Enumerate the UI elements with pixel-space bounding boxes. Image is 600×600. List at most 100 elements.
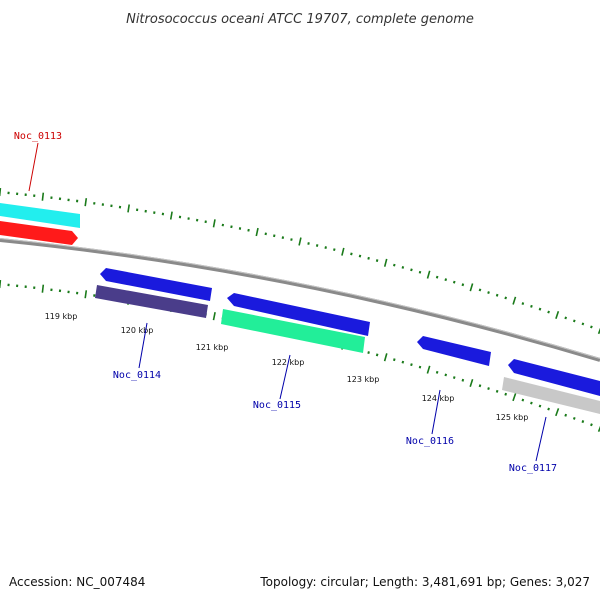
gene-arrow-noc-0116[interactable]	[417, 336, 491, 366]
gene-label-noc-0117[interactable]: Noc_0117	[509, 463, 557, 474]
minor-tick	[410, 268, 413, 272]
feature-layer	[0, 203, 600, 414]
minor-tick	[590, 423, 593, 427]
outer-tick-ring	[0, 187, 600, 335]
tick-label: 121 kbp	[196, 343, 229, 352]
minor-tick	[478, 384, 482, 388]
gene-arrow-noc-0115[interactable]	[227, 293, 370, 336]
minor-tick	[452, 376, 456, 379]
minor-tick	[435, 275, 439, 279]
gene-label-noc-0115[interactable]: Noc_0115	[253, 400, 301, 411]
gene-labels: Noc_0113 Noc_0114 Noc_0115 Noc_0116 Noc_…	[14, 131, 557, 474]
major-tick	[341, 247, 345, 256]
minor-tick	[564, 413, 568, 417]
minor-tick	[530, 304, 533, 308]
cog-bar-noc-0113[interactable]	[0, 203, 80, 228]
major-tick	[512, 393, 517, 402]
minor-tick	[487, 387, 490, 390]
minor-tick	[393, 358, 396, 362]
major-tick	[212, 312, 216, 321]
cog-bar-noc-0114[interactable]	[95, 285, 208, 318]
minor-tick	[572, 319, 576, 323]
minor-tick	[547, 310, 550, 314]
tick-label: 119 kbp	[45, 312, 78, 321]
minor-tick	[444, 278, 448, 282]
major-tick	[169, 211, 173, 220]
minor-tick	[572, 416, 576, 420]
minor-tick	[461, 283, 465, 287]
genome-summary-text: Topology: circular; Length: 3,481,691 bp…	[259, 575, 590, 589]
minor-tick	[264, 232, 267, 236]
minor-tick	[418, 365, 422, 369]
tick-label: 125 kbp	[496, 413, 529, 422]
leader-line-noc-0113	[28, 142, 39, 192]
major-tick	[84, 290, 88, 299]
gene-label-noc-0116[interactable]: Noc_0116	[406, 436, 454, 447]
minor-tick	[538, 404, 542, 408]
gene-arrow-noc-0113[interactable]	[0, 221, 78, 245]
minor-tick	[452, 280, 456, 284]
accession-text: Accession: NC_007484	[9, 575, 145, 589]
genome-backbone	[0, 238, 600, 362]
minor-tick	[521, 302, 525, 305]
minor-tick	[521, 398, 525, 402]
major-tick	[469, 378, 474, 388]
minor-tick	[418, 270, 422, 274]
major-tick	[84, 198, 88, 207]
major-tick	[555, 408, 560, 417]
minor-tick	[538, 307, 542, 311]
leader-line-noc-0116	[431, 389, 441, 435]
major-tick	[383, 258, 388, 267]
minor-tick	[461, 378, 465, 382]
minor-tick	[393, 263, 396, 267]
major-tick	[512, 296, 517, 305]
tick-label: 120 kbp	[121, 326, 154, 335]
minor-tick	[581, 322, 585, 326]
minor-tick	[564, 316, 568, 320]
major-tick	[555, 310, 560, 320]
map-title: Nitrosococcus oceani ATCC 19707, complet…	[126, 12, 474, 27]
minor-tick	[195, 218, 199, 222]
minor-tick	[478, 288, 482, 292]
major-tick	[426, 365, 431, 374]
minor-tick	[358, 254, 362, 258]
minor-tick	[281, 236, 285, 240]
cog-bar-noc-0115[interactable]	[221, 309, 365, 353]
minor-tick	[444, 373, 448, 377]
minor-tick	[221, 223, 225, 227]
minor-tick	[307, 242, 310, 245]
major-tick	[127, 204, 130, 213]
minor-tick	[401, 360, 405, 364]
major-tick	[597, 327, 600, 335]
minor-tick	[230, 225, 233, 229]
major-tick	[41, 284, 45, 293]
minor-tick	[590, 325, 593, 329]
genome-backbone-highlight	[0, 238, 600, 359]
gene-arrow-noc-0114[interactable]	[100, 268, 212, 301]
tick-label: 123 kbp	[347, 375, 380, 384]
gene-label-noc-0114[interactable]: Noc_0114	[113, 370, 161, 381]
minor-tick	[333, 248, 336, 252]
minor-tick	[273, 234, 276, 238]
minor-tick	[410, 363, 413, 367]
major-tick	[383, 353, 388, 362]
leader-line-noc-0114	[138, 322, 148, 369]
minor-tick	[375, 353, 379, 357]
major-tick	[255, 227, 259, 237]
major-tick	[41, 192, 45, 201]
minor-tick	[504, 392, 508, 396]
cog-bar-noc-0117[interactable]	[502, 377, 600, 414]
major-tick	[212, 219, 216, 228]
minor-tick	[435, 370, 439, 374]
gene-arrow-noc-0117[interactable]	[508, 359, 600, 396]
major-tick	[597, 425, 600, 432]
minor-tick	[581, 420, 585, 424]
minor-tick	[367, 351, 370, 354]
minor-tick	[495, 293, 499, 297]
gene-label-noc-0113[interactable]: Noc_0113	[14, 131, 62, 142]
minor-tick	[290, 238, 293, 241]
minor-tick	[530, 401, 533, 405]
leader-line-noc-0117	[535, 416, 547, 462]
